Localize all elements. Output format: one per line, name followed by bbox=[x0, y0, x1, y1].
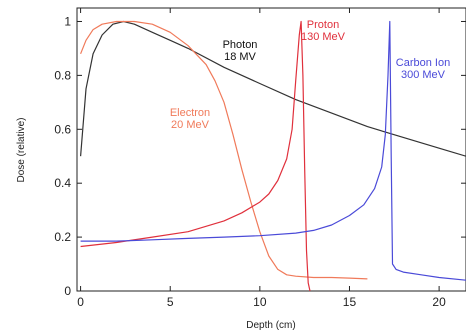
y-axis-ticks: 0 0.2 0.4 0.6 0.8 1 bbox=[54, 14, 466, 298]
y-tick-label: 0.2 bbox=[54, 230, 71, 244]
carbon-ion-300mev-line bbox=[80, 20, 466, 281]
x-tick-label: 15 bbox=[343, 295, 357, 309]
proton-130mev-line bbox=[80, 20, 311, 292]
carbon-ion-label-line-2: 300 MeV bbox=[401, 69, 446, 81]
photon-label-line-2: 18 MV bbox=[224, 51, 256, 63]
y-tick-label: 0.6 bbox=[54, 122, 71, 136]
y-axis-label: Dose (relative) bbox=[16, 117, 27, 182]
proton-label-line-1: Proton bbox=[307, 19, 339, 31]
plot-frame bbox=[76, 7, 466, 292]
electron-label-line-1: Electron bbox=[170, 107, 210, 119]
x-axis-label: Depth (cm) bbox=[246, 320, 295, 331]
series-lines bbox=[80, 20, 466, 292]
x-tick-label: 20 bbox=[432, 295, 446, 309]
carbon-ion-label-line-1: Carbon Ion bbox=[396, 57, 450, 69]
electron-20mev-line bbox=[80, 20, 368, 280]
x-tick-label: 5 bbox=[167, 295, 174, 309]
x-axis-ticks: 0 5 10 15 20 bbox=[77, 8, 446, 309]
y-tick-label: 1 bbox=[64, 14, 71, 28]
photon-18mv-line bbox=[80, 20, 466, 157]
photon-label-line-1: Photon bbox=[223, 39, 258, 51]
y-tick-label: 0 bbox=[64, 284, 71, 298]
x-tick-label: 10 bbox=[253, 295, 267, 309]
proton-label-line-2: 130 MeV bbox=[301, 31, 346, 43]
electron-label-line-2: 20 MeV bbox=[171, 119, 210, 131]
y-tick-label: 0.8 bbox=[54, 68, 71, 82]
x-tick-label: 0 bbox=[77, 295, 84, 309]
y-tick-label: 0.4 bbox=[54, 176, 71, 190]
